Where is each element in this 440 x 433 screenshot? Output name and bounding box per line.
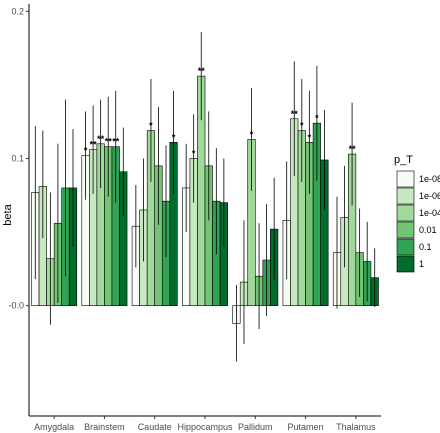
y-tick-label: -0.0: [8, 301, 24, 311]
legend-label: 1e-06: [419, 191, 440, 201]
y-axis-title: beta: [2, 203, 14, 225]
legend-item: 0.1: [396, 238, 432, 256]
legend-item: 1e-08: [396, 170, 440, 188]
legend-swatch: [396, 221, 415, 239]
significance-label: *: [192, 149, 196, 159]
legend-item: 1e-04: [396, 204, 440, 222]
category-group: ***** ** **: [81, 90, 128, 306]
category-group: *****: [282, 61, 329, 306]
category-group: *: [232, 87, 279, 362]
legend-swatch: [396, 170, 415, 188]
x-tick-label: Putamen: [288, 422, 324, 432]
legend-label: 0.1: [419, 242, 432, 252]
legend-item: 0.01: [396, 221, 437, 239]
y-tick-label: 0.1: [11, 154, 24, 164]
significance-label: **: [105, 137, 113, 147]
legend-swatch: [396, 204, 415, 222]
x-axis: Amygdala Brainstem Caudate Hippocampus Palli…: [29, 415, 381, 432]
category-group: ***: [182, 31, 228, 306]
x-tick-label: Amygdala: [34, 422, 74, 432]
significance-label: **: [198, 66, 206, 76]
significance-label: **: [112, 137, 120, 147]
significance-label: *: [315, 113, 319, 123]
y-axis-label: beta: [2, 203, 14, 225]
legend-item: 1e-06: [396, 187, 440, 205]
x-tick-label: Thalamus: [336, 422, 376, 432]
plot-area: ***** ** ***************: [31, 31, 379, 362]
significance-label: *: [149, 121, 153, 131]
legend-label: 1e-08: [419, 174, 440, 184]
significance-label: **: [349, 144, 357, 154]
legend-label: 1e-04: [419, 208, 440, 218]
legend-swatch: [396, 187, 415, 205]
category-group: [31, 99, 78, 325]
significance-label: **: [97, 134, 105, 144]
significance-label: *: [300, 121, 304, 131]
x-tick-label: Caudate: [138, 422, 172, 432]
legend-label: 1: [419, 259, 424, 269]
x-tick-label: Pallidum: [238, 422, 273, 432]
legend-swatch: [396, 255, 415, 273]
y-tick-label: 0.2: [11, 6, 24, 16]
category-group: **: [332, 102, 379, 309]
significance-label: **: [291, 109, 299, 119]
legend-label: 0.01: [419, 225, 437, 235]
significance-label: *: [308, 132, 312, 142]
x-tick-label: Brainstem: [84, 422, 125, 432]
legend: p_T 1e-08 1e-06 1e-04 0.01 0.1 1: [394, 154, 440, 273]
x-tick-label: Hippocampus: [177, 422, 233, 432]
significance-label: *: [250, 129, 254, 139]
legend-title: p_T: [394, 154, 413, 166]
category-group: **: [131, 79, 178, 306]
significance-label: *: [84, 146, 88, 156]
y-axis: -0.0 0.1 0.2: [8, 4, 30, 416]
significance-label: *: [172, 132, 176, 142]
legend-item: 1: [396, 255, 424, 273]
significance-label: **: [90, 140, 98, 150]
legend-swatch: [396, 238, 415, 256]
